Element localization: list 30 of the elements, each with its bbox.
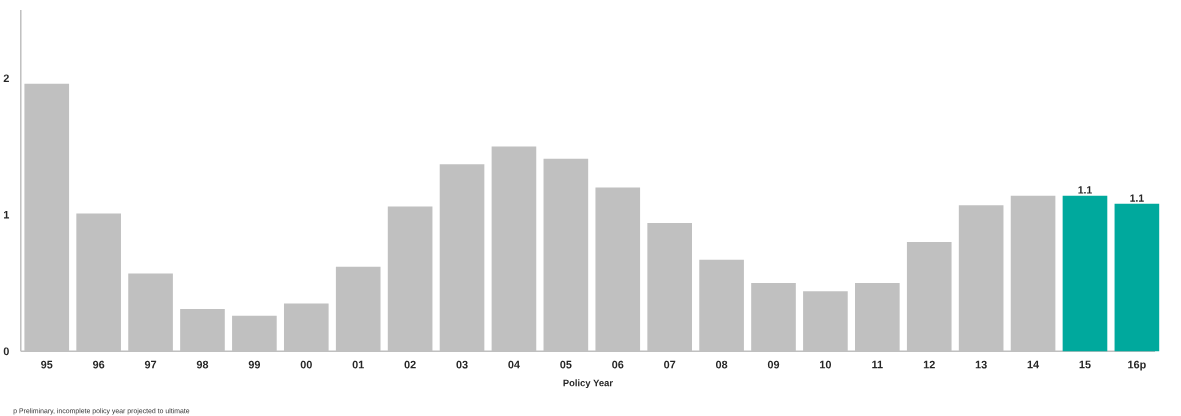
- x-tick-label: 09: [767, 360, 780, 369]
- y-tick-label: 2: [3, 74, 9, 83]
- x-tick-label: 05: [560, 360, 572, 369]
- x-tick-label: 10: [820, 360, 832, 369]
- bar: [1062, 195, 1108, 352]
- x-tick-label: 16p: [1128, 360, 1146, 371]
- x-tick-label: 12: [923, 360, 935, 369]
- x-tick-label: 95: [41, 360, 53, 369]
- x-tick-label: 13: [975, 360, 987, 369]
- x-tick-label: 98: [196, 360, 209, 369]
- data-label: 1.1: [1130, 194, 1144, 202]
- x-tick-label: 01: [352, 360, 364, 369]
- x-tick-label: 02: [404, 360, 416, 369]
- x-tick-label: 99: [248, 360, 261, 369]
- data-label: 1.1: [1078, 186, 1092, 194]
- x-tick-label: 96: [92, 360, 105, 369]
- x-tick-label: 15: [1079, 360, 1091, 369]
- y-tick-label: 0: [3, 347, 9, 356]
- x-axis-title: Policy Year: [563, 379, 613, 389]
- x-tick-label: 07: [664, 360, 676, 369]
- x-tick-label: 08: [715, 360, 728, 369]
- x-tick-label: 11: [872, 360, 883, 369]
- bar: [1114, 203, 1160, 352]
- x-tick-label: 14: [1027, 360, 1040, 369]
- y-tick-label: 1: [3, 211, 10, 219]
- x-tick-label: 97: [144, 360, 157, 369]
- x-tick-label: 06: [612, 360, 624, 369]
- x-tick-label: 04: [508, 360, 520, 369]
- x-tick-label: 00: [300, 360, 312, 369]
- x-tick-label: 03: [456, 360, 468, 369]
